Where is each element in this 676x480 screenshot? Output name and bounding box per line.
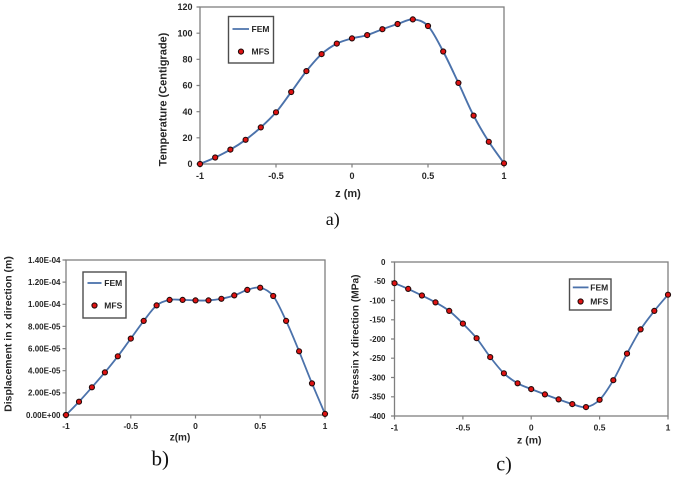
svg-text:120: 120 [177,2,192,12]
svg-text:z (m): z (m) [335,188,361,200]
svg-text:0.5: 0.5 [422,171,435,181]
svg-text:4.00E-05: 4.00E-05 [28,367,61,376]
svg-text:c): c) [496,454,512,476]
svg-text:-100: -100 [369,296,386,305]
svg-text:-0.5: -0.5 [123,421,138,431]
svg-text:0: 0 [187,159,192,169]
svg-text:Temperature (Centigrade): Temperature (Centigrade) [158,32,170,166]
svg-text:0.5: 0.5 [254,421,266,431]
svg-text:0: 0 [529,422,534,432]
svg-text:-150: -150 [369,316,386,325]
svg-text:-1: -1 [62,421,70,431]
svg-text:MFS: MFS [252,47,270,57]
svg-text:FEM: FEM [104,278,122,288]
svg-text:z(m): z(m) [170,433,191,444]
svg-text:1: 1 [501,171,506,181]
svg-text:100: 100 [177,28,192,38]
svg-text:-0.5: -0.5 [268,171,284,181]
svg-text:FEM: FEM [590,283,608,293]
svg-text:0.5: 0.5 [594,422,606,432]
svg-text:-0.5: -0.5 [456,422,471,432]
svg-text:1: 1 [666,422,671,432]
svg-text:0.00E+00: 0.00E+00 [26,411,61,420]
svg-text:20: 20 [182,133,192,143]
svg-text:-350: -350 [369,393,386,402]
svg-text:-400: -400 [369,412,386,421]
svg-text:0: 0 [193,421,198,431]
svg-text:z (m): z (m) [517,435,542,447]
svg-text:0: 0 [349,171,354,181]
svg-text:60: 60 [182,81,192,91]
svg-text:-1: -1 [391,422,399,432]
svg-text:0: 0 [381,258,386,267]
svg-text:1: 1 [323,421,328,431]
svg-text:1.00E-04: 1.00E-04 [28,300,61,309]
svg-text:-250: -250 [369,354,386,363]
svg-text:40: 40 [182,107,192,117]
svg-text:-300: -300 [369,373,386,382]
svg-text:MFS: MFS [104,301,122,311]
svg-text:MFS: MFS [590,297,608,307]
svg-text:Displacement in x direction (m: Displacement in x direction (m) [3,256,15,412]
svg-text:Stressin x direction (MPa): Stressin x direction (MPa) [351,274,362,399]
svg-text:6.00E-05: 6.00E-05 [28,345,61,354]
svg-text:8.00E-05: 8.00E-05 [28,322,61,331]
svg-text:FEM: FEM [252,24,270,34]
svg-text:-50: -50 [374,277,386,286]
svg-text:2.00E-05: 2.00E-05 [28,389,61,398]
svg-text:-1: -1 [196,171,204,181]
svg-text:1.20E-04: 1.20E-04 [28,278,61,287]
svg-text:1.40E-04: 1.40E-04 [28,256,61,265]
svg-text:a): a) [326,209,340,230]
svg-text:80: 80 [182,55,192,65]
svg-text:b): b) [152,447,170,471]
svg-text:-200: -200 [369,335,386,344]
